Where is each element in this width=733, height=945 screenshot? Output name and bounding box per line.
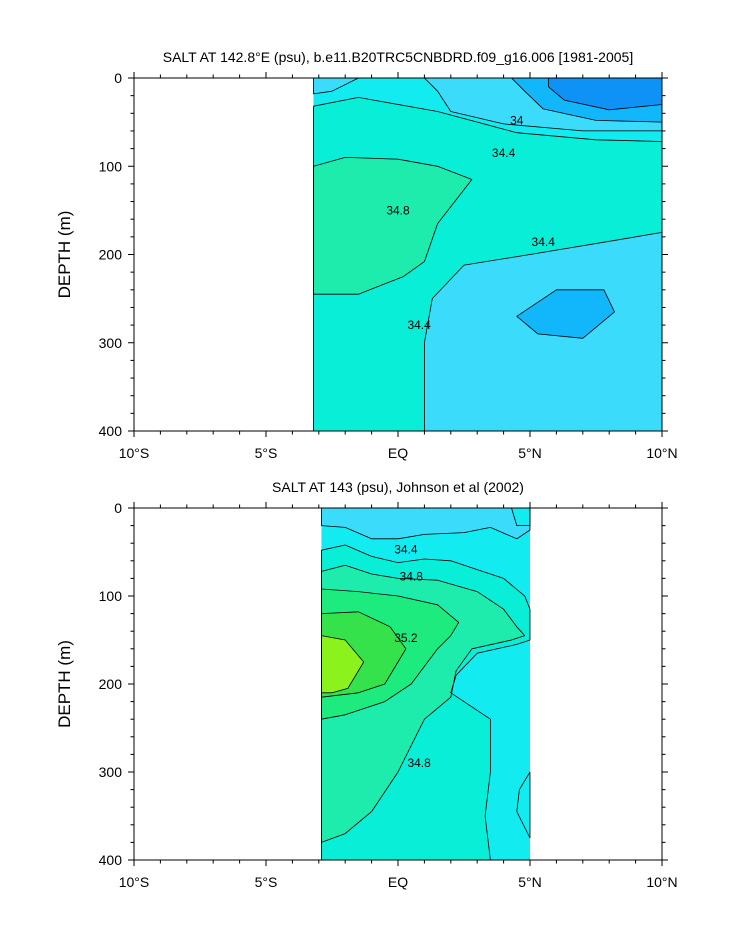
contour-line-7 bbox=[320, 635, 365, 694]
contour-label-2: 34.8 bbox=[386, 203, 410, 217]
contour-lines bbox=[320, 507, 531, 861]
plot-frame bbox=[133, 507, 663, 861]
contour-fills bbox=[313, 78, 662, 432]
contour-label-0: 34.4 bbox=[394, 542, 418, 556]
contour-label-2: 35.2 bbox=[394, 631, 418, 645]
contour-region-8 bbox=[313, 157, 472, 295]
chart-title: SALT AT 143 (psu), Johnson et al (2002) bbox=[272, 479, 524, 495]
y-axis-title: DEPTH (m) bbox=[55, 640, 74, 728]
contour-line-8 bbox=[313, 156, 473, 295]
y-tick-label-3: 300 bbox=[99, 335, 123, 351]
y-tick-label-1: 100 bbox=[99, 588, 123, 604]
x-tick-labels: 10°S 5°S EQ 5°N 10°N bbox=[119, 874, 678, 890]
contour-line-4 bbox=[320, 564, 526, 843]
y-tick-label-4: 400 bbox=[99, 852, 123, 868]
x-tick-label-1: 5°S bbox=[255, 874, 278, 890]
contour-label-0: 34 bbox=[510, 113, 524, 127]
contour-labels: 34.4 34.8 35.2 34.8 bbox=[394, 542, 431, 770]
contour-region-2 bbox=[511, 508, 530, 526]
contour-label-3: 34.8 bbox=[407, 756, 431, 770]
panel-model: SALT AT 142.8°E (psu), b.e11.B20TRC5CNBD… bbox=[55, 49, 678, 461]
contour-label-4: 34.4 bbox=[407, 318, 431, 332]
contour-label-3: 34.4 bbox=[532, 235, 556, 249]
y-tick-label-2: 200 bbox=[99, 247, 123, 263]
contour-line-6 bbox=[320, 611, 407, 698]
contour-label-1: 34.8 bbox=[400, 570, 424, 584]
axis-ticks bbox=[128, 72, 668, 437]
contour-region-5 bbox=[548, 78, 662, 110]
contour-label-1: 34.4 bbox=[492, 146, 516, 160]
axis-ticks bbox=[128, 502, 668, 866]
contour-fills bbox=[321, 508, 530, 860]
x-tick-label-4: 10°N bbox=[646, 874, 677, 890]
contour-line-3 bbox=[320, 544, 531, 861]
panel-observations: SALT AT 143 (psu), Johnson et al (2002) … bbox=[55, 479, 678, 890]
x-tick-label-3: 5°N bbox=[518, 445, 542, 461]
y-tick-labels: 0 100 200 300 400 bbox=[99, 500, 123, 868]
x-tick-label-0: 10°S bbox=[119, 874, 150, 890]
x-tick-label-1: 5°S bbox=[255, 445, 278, 461]
x-tick-label-3: 5°N bbox=[518, 874, 542, 890]
contour-line-7 bbox=[516, 289, 615, 339]
y-tick-label-4: 400 bbox=[99, 423, 123, 439]
x-tick-label-4: 10°N bbox=[646, 445, 677, 461]
plot-frame bbox=[133, 77, 663, 432]
x-tick-label-2: EQ bbox=[388, 445, 408, 461]
contour-region-7 bbox=[516, 289, 615, 339]
contour-region-1 bbox=[321, 508, 530, 539]
y-tick-labels: 0 100 200 300 400 bbox=[99, 70, 123, 439]
contour-region-2 bbox=[313, 78, 359, 94]
contour-labels: 34 34.4 34.8 34.4 34.4 bbox=[386, 113, 556, 332]
chart-title: SALT AT 142.8°E (psu), b.e11.B20TRC5CNBD… bbox=[163, 49, 633, 65]
x-tick-label-0: 10°S bbox=[119, 445, 150, 461]
y-tick-label-0: 0 bbox=[114, 70, 122, 86]
y-tick-label-3: 300 bbox=[99, 764, 123, 780]
contour-line-1 bbox=[320, 507, 531, 540]
y-axis-title: DEPTH (m) bbox=[55, 211, 74, 299]
contour-line-5 bbox=[320, 588, 460, 720]
y-tick-label-1: 100 bbox=[99, 158, 123, 174]
y-tick-label-0: 0 bbox=[114, 500, 122, 516]
contour-line-8 bbox=[516, 771, 531, 839]
y-tick-label-2: 200 bbox=[99, 676, 123, 692]
x-tick-labels: 10°S 5°S EQ 5°N 10°N bbox=[119, 445, 678, 461]
x-tick-label-2: EQ bbox=[388, 874, 408, 890]
